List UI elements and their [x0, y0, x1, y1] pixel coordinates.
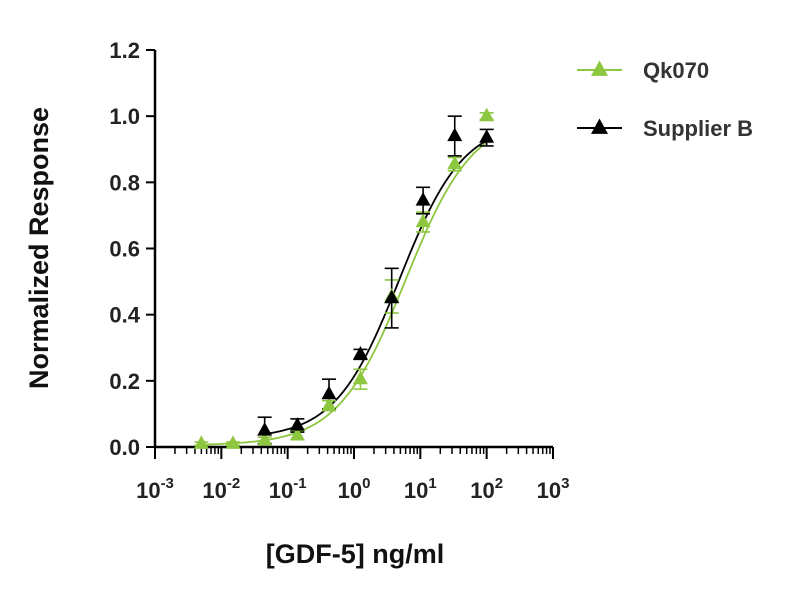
data-point	[321, 385, 337, 400]
x-tick-exponent: 3	[561, 475, 569, 492]
data-point	[289, 427, 305, 441]
x-tick-base: 10	[269, 478, 293, 503]
y-ticks: 0.0 0.2 0.4 0.6 0.8 1.0 1.2	[109, 38, 155, 460]
legend-marker	[591, 60, 608, 76]
x-tick-base: 10	[537, 478, 561, 503]
x-tick-exponent: 2	[495, 475, 503, 492]
y-tick-label: 0.2	[109, 369, 140, 394]
data-point	[352, 370, 368, 385]
x-tick-label: 103	[537, 475, 570, 503]
x-tick-label: 101	[404, 475, 437, 503]
x-tick-label: 102	[470, 475, 503, 503]
data-point	[479, 129, 495, 143]
x-tick-exponent: -1	[293, 475, 306, 492]
fit-curve-series-1	[261, 139, 488, 436]
x-tick-label: 100	[338, 475, 371, 503]
x-tick-base: 10	[338, 478, 362, 503]
data-point	[321, 397, 337, 411]
y-tick-label: 0.4	[109, 303, 140, 328]
x-tick-base: 10	[202, 478, 226, 503]
x-tick-label: 10-3	[136, 475, 174, 503]
data-point	[257, 422, 273, 436]
data-point	[257, 432, 273, 446]
x-tick-base: 10	[404, 478, 428, 503]
x-ticks: 10-3 10-2 10-1 100 101 102 103	[136, 447, 569, 503]
data-point	[193, 435, 209, 449]
fit-curve-series-0	[198, 141, 488, 446]
data-point	[225, 435, 241, 449]
x-tick-label: 10-2	[202, 475, 240, 503]
legend: Qk070 Supplier B	[577, 58, 753, 141]
y-tick-label: 1.0	[109, 104, 140, 129]
legend-label: Qk070	[643, 58, 709, 83]
data-point	[447, 155, 463, 170]
x-tick-exponent: -3	[161, 475, 174, 492]
legend-item: Qk070	[577, 58, 709, 83]
x-tick-exponent: 1	[428, 475, 436, 492]
error-bars	[194, 112, 494, 447]
legend-marker	[591, 118, 608, 134]
x-tick-base: 10	[136, 478, 160, 503]
y-tick-label: 0.0	[109, 435, 140, 460]
legend-label: Supplier B	[643, 116, 753, 141]
data-point	[384, 289, 400, 304]
y-axis-title: Normalized Response	[24, 107, 54, 389]
data-point	[479, 107, 495, 122]
data-point	[447, 127, 463, 142]
x-tick-label: 10-1	[269, 475, 307, 503]
data-point	[415, 213, 431, 228]
data-point	[289, 417, 305, 431]
fit-curves	[198, 139, 488, 446]
y-tick-label: 1.2	[109, 38, 140, 63]
y-tick-label: 0.6	[109, 237, 140, 262]
y-tick-label: 0.8	[109, 170, 140, 195]
legend-item: Supplier B	[577, 116, 753, 141]
data-points	[193, 107, 495, 449]
x-tick-exponent: 0	[362, 475, 370, 492]
data-point	[415, 192, 431, 206]
x-tick-base: 10	[470, 478, 494, 503]
x-tick-exponent: -2	[227, 475, 240, 492]
data-point	[352, 345, 368, 360]
x-axis-title: [GDF-5] ng/ml	[266, 539, 444, 569]
